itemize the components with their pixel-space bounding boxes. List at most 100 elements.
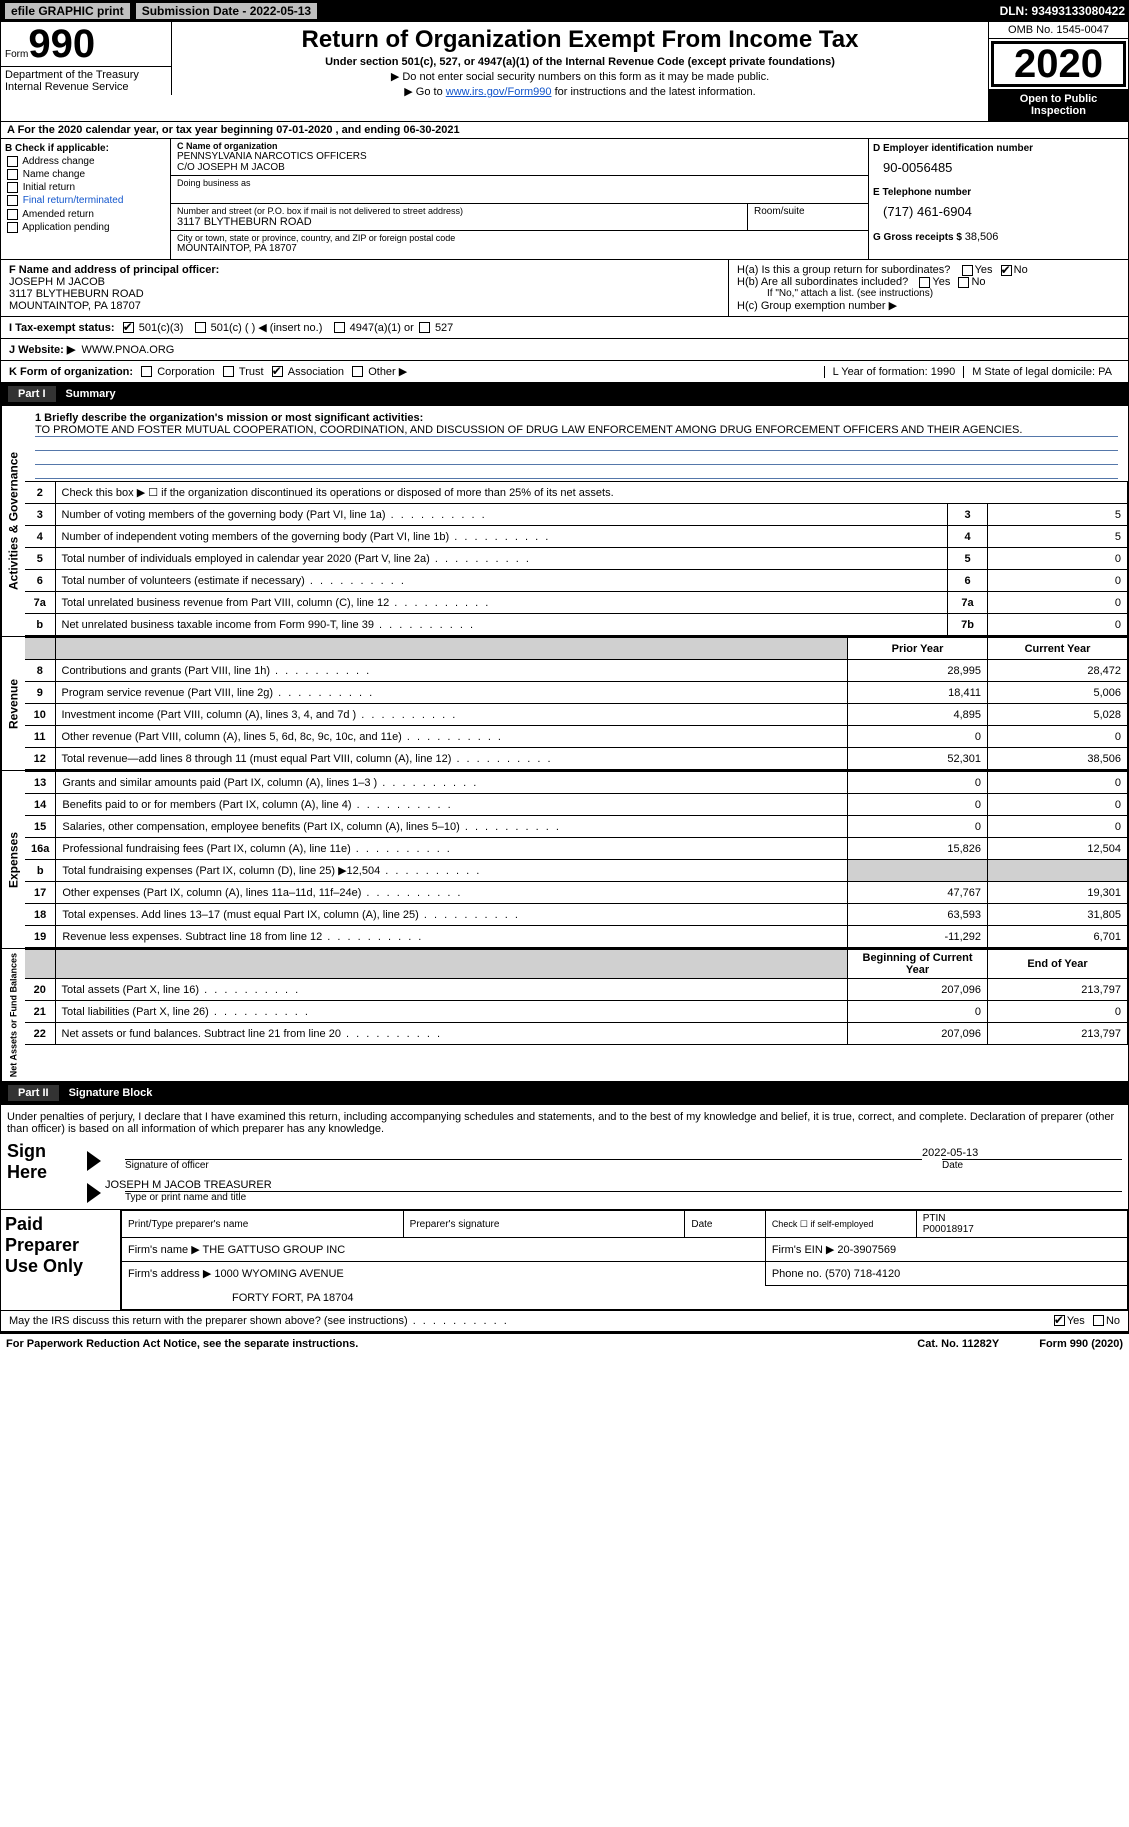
cb-address-change[interactable]: Address change — [5, 156, 166, 167]
city-label: City or town, state or province, country… — [177, 233, 862, 243]
ptin-label: PTIN — [923, 1213, 1121, 1224]
ha-no[interactable] — [1001, 265, 1012, 276]
ein-value: 90-0056485 — [883, 160, 1124, 175]
officer-row: F Name and address of principal officer:… — [0, 260, 1129, 317]
name-column-c: C Name of organization PENNSYLVANIA NARC… — [171, 139, 868, 259]
firm-addr-label: Firm's address ▶ — [128, 1268, 211, 1280]
discuss-text: May the IRS discuss this return with the… — [9, 1315, 1052, 1327]
status-row-i: I Tax-exempt status: 501(c)(3) 501(c) ( … — [0, 317, 1129, 339]
arrow-icon — [87, 1151, 101, 1171]
efile-print-button[interactable]: efile GRAPHIC print — [4, 2, 131, 20]
governance-section: Activities & Governance 1 Briefly descri… — [0, 405, 1129, 637]
netassets-section: Net Assets or Fund Balances Beginning of… — [0, 949, 1129, 1082]
table-row: 10Investment income (Part VIII, column (… — [25, 704, 1128, 726]
org-co: C/O JOSEPH M JACOB — [177, 162, 862, 173]
table-row: 2Check this box ▶ ☐ if the organization … — [25, 482, 1128, 504]
table-header-row: Prior YearCurrent Year — [25, 638, 1128, 660]
department-label: Department of the Treasury Internal Reve… — [1, 66, 171, 95]
cb-initial-return[interactable]: Initial return — [5, 182, 166, 193]
cb-final-return[interactable]: Final return/terminated — [5, 195, 166, 206]
cb-name-change[interactable]: Name change — [5, 169, 166, 180]
phone-label: Phone no. — [772, 1268, 822, 1280]
part-1-header: Part I Summary — [0, 383, 1129, 405]
table-row: 19Revenue less expenses. Subtract line 1… — [25, 926, 1128, 948]
submission-date-button[interactable]: Submission Date - 2022-05-13 — [135, 2, 318, 20]
expenses-table: 13Grants and similar amounts paid (Part … — [25, 771, 1128, 948]
cb-amended[interactable]: Amended return — [5, 209, 166, 220]
cb-other[interactable] — [352, 366, 363, 377]
subtitle-3: ▶ Go to www.irs.gov/Form990 for instruct… — [176, 85, 984, 98]
l-year-formation: L Year of formation: 1990 — [824, 366, 964, 378]
i-label: I Tax-exempt status: — [9, 322, 115, 334]
tab-expenses: Expenses — [1, 771, 25, 948]
table-row: 21Total liabilities (Part X, line 26)00 — [25, 1001, 1128, 1023]
officer-typed-name: JOSEPH M JACOB TREASURER — [105, 1179, 1122, 1191]
prep-h3: Date — [685, 1211, 765, 1238]
cb-4947[interactable] — [334, 322, 345, 333]
prep-h2: Preparer's signature — [403, 1211, 685, 1238]
prep-h4a: Check ☐ if self-employed — [765, 1211, 916, 1238]
prep-h1: Print/Type preparer's name — [122, 1211, 404, 1238]
hb-yes[interactable] — [919, 277, 930, 288]
perjury-declaration: Under penalties of perjury, I declare th… — [7, 1111, 1122, 1135]
tel-value: (717) 461-6904 — [883, 204, 1124, 219]
check-column-b: B Check if applicable: Address change Na… — [1, 139, 171, 259]
netassets-table: Beginning of Current YearEnd of Year20To… — [25, 949, 1128, 1045]
table-row: 11Other revenue (Part VIII, column (A), … — [25, 726, 1128, 748]
subtitle-2: ▶ Do not enter social security numbers o… — [176, 70, 984, 83]
right-block: OMB No. 1545-0047 2020 Open to Public In… — [988, 22, 1128, 121]
signature-block: Under penalties of perjury, I declare th… — [0, 1104, 1129, 1210]
form-number: 990 — [28, 22, 95, 66]
sign-here-label: Sign Here — [7, 1141, 87, 1203]
governance-table: 2Check this box ▶ ☐ if the organization … — [25, 481, 1128, 636]
ha-yes[interactable] — [962, 265, 973, 276]
cb-trust[interactable] — [223, 366, 234, 377]
part-2-header: Part II Signature Block — [0, 1082, 1129, 1104]
korg-row: K Form of organization: Corporation Trus… — [0, 361, 1129, 383]
part-2-title: Signature Block — [69, 1087, 153, 1099]
cb-application-pending[interactable]: Application pending — [5, 222, 166, 233]
table-row: 8Contributions and grants (Part VIII, li… — [25, 660, 1128, 682]
table-row: 9Program service revenue (Part VIII, lin… — [25, 682, 1128, 704]
topbar: efile GRAPHIC print Submission Date - 20… — [0, 0, 1129, 22]
form-footer: Form 990 (2020) — [1039, 1338, 1123, 1350]
form-word: Form — [5, 49, 28, 60]
firm-addr2: FORTY FORT, PA 18704 — [122, 1286, 1128, 1310]
room-suite-label: Room/suite — [748, 204, 868, 230]
irs-link[interactable]: www.irs.gov/Form990 — [446, 86, 552, 98]
discuss-yes[interactable] — [1054, 1315, 1065, 1326]
sig-date: 2022-05-13 — [922, 1147, 1122, 1159]
cb-527[interactable] — [419, 322, 430, 333]
table-row: 22Net assets or fund balances. Subtract … — [25, 1023, 1128, 1045]
revenue-table: Prior YearCurrent Year8Contributions and… — [25, 637, 1128, 770]
discuss-row: May the IRS discuss this return with the… — [0, 1311, 1129, 1332]
cb-501c3[interactable] — [123, 322, 134, 333]
part-1-title: Summary — [66, 388, 116, 400]
table-row: 3Number of voting members of the governi… — [25, 504, 1128, 526]
paid-preparer-label: Paid Preparer Use Only — [1, 1210, 121, 1310]
j-label: J Website: ▶ — [9, 343, 75, 356]
dba-label: Doing business as — [177, 178, 862, 188]
org-city: MOUNTAINTOP, PA 18707 — [177, 243, 862, 254]
discuss-no[interactable] — [1093, 1315, 1104, 1326]
table-row: 5Total number of individuals employed in… — [25, 548, 1128, 570]
cb-corp[interactable] — [141, 366, 152, 377]
cb-501c[interactable] — [195, 322, 206, 333]
table-row: 17Other expenses (Part IX, column (A), l… — [25, 882, 1128, 904]
hb-no[interactable] — [958, 277, 969, 288]
firm-addr1: 1000 WYOMING AVENUE — [214, 1268, 343, 1280]
dln-label: DLN: 93493133080422 — [1000, 4, 1125, 18]
officer-addr2: MOUNTAINTOP, PA 18707 — [9, 300, 720, 312]
table-row: 13Grants and similar amounts paid (Part … — [25, 772, 1128, 794]
sub3-pre: ▶ Go to — [404, 86, 445, 98]
subtitle-1: Under section 501(c), 527, or 4947(a)(1)… — [176, 56, 984, 68]
form-number-block: Form990 — [1, 22, 121, 66]
table-row: bNet unrelated business taxable income f… — [25, 614, 1128, 636]
table-row: 15Salaries, other compensation, employee… — [25, 816, 1128, 838]
cb-assoc[interactable] — [272, 366, 283, 377]
preparer-table: Print/Type preparer's name Preparer's si… — [121, 1210, 1128, 1310]
firm-ein-label: Firm's EIN ▶ — [772, 1244, 835, 1256]
tab-governance: Activities & Governance — [1, 406, 25, 636]
check-b-label: B Check if applicable: — [5, 143, 166, 154]
table-row: 18Total expenses. Add lines 13–17 (must … — [25, 904, 1128, 926]
